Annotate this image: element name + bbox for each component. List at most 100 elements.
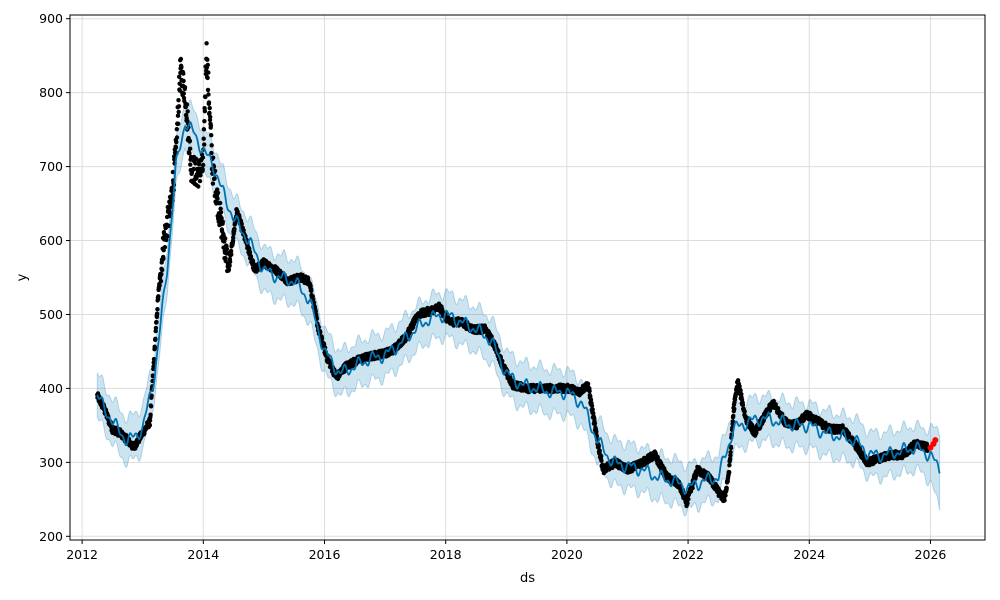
observed-point [147, 418, 153, 423]
y-tick-label: 500 [39, 307, 63, 322]
x-tick-label: 2026 [915, 547, 947, 562]
observed-point [219, 216, 224, 221]
observed-point [161, 256, 166, 261]
observed-point [411, 322, 416, 327]
observed-point [588, 397, 594, 402]
plot-frame [69, 14, 986, 541]
observed-point [153, 325, 159, 331]
observed-point [178, 56, 184, 62]
observed-point [147, 423, 153, 428]
y-tick-label: 900 [39, 11, 63, 26]
observed-point [206, 92, 211, 97]
observed-point [202, 142, 207, 147]
observed-point [599, 458, 604, 463]
observed-point [239, 221, 244, 227]
observed-point [738, 388, 743, 393]
y-tick-label: 200 [39, 529, 63, 544]
observed-point [727, 463, 732, 468]
forecast-line-group [96, 121, 941, 496]
observed-point [168, 204, 173, 210]
observed-point [209, 133, 214, 138]
observed-point [207, 110, 212, 116]
observed-point [599, 453, 604, 459]
observed-point [223, 236, 228, 241]
observed-point [158, 279, 164, 284]
observed-point [181, 78, 186, 84]
observed-point [196, 162, 202, 167]
observed-point [181, 91, 186, 96]
recent-point [932, 437, 939, 444]
y-tick-label: 400 [39, 381, 63, 396]
observed-point [590, 407, 595, 412]
observed-point [206, 70, 211, 75]
observed-point [218, 206, 223, 211]
observed-point [174, 135, 180, 140]
observed-point [201, 136, 206, 141]
observed-point [198, 173, 203, 178]
observed-point [321, 342, 327, 347]
observed-point [205, 75, 210, 81]
observed-point [164, 237, 169, 243]
x-tick-label: 2020 [551, 547, 583, 562]
observed-point [732, 406, 737, 412]
observed-point [151, 360, 156, 365]
observed-point [742, 409, 747, 414]
observed-point [209, 143, 214, 148]
observed-point [167, 213, 172, 219]
observed-point [231, 235, 236, 240]
observed-point [165, 234, 170, 239]
observed-point [187, 138, 193, 144]
observed-point [205, 87, 211, 93]
observed-point [737, 384, 742, 389]
x-axis-ticks: 2012 2014 2016 2018 2020 2022 2024 2026 [66, 540, 946, 562]
x-tick-label: 2014 [187, 547, 219, 562]
observed-point [226, 267, 232, 272]
observed-point [210, 155, 216, 160]
observed-point [175, 113, 181, 118]
observed-point [176, 98, 181, 103]
observed-point [594, 429, 599, 434]
observed-point [152, 356, 157, 362]
x-tick-label: 2016 [309, 547, 341, 562]
observed-point [587, 388, 592, 394]
observed-point [205, 62, 210, 68]
observed-point [319, 336, 325, 341]
observed-point [229, 252, 234, 257]
x-tick-label: 2012 [66, 547, 98, 562]
observed-point [203, 94, 208, 100]
observed-point [187, 146, 193, 151]
observed-point [151, 364, 156, 369]
observed-point [731, 413, 736, 419]
observed-point [173, 145, 179, 150]
observed-point [166, 223, 171, 228]
observed-point [232, 226, 237, 232]
observed-point [167, 210, 172, 216]
observed-point [155, 307, 160, 312]
y-tick-label: 300 [39, 455, 63, 470]
y-tick-label: 700 [39, 159, 63, 174]
observed-point [589, 403, 595, 408]
observed-point [227, 263, 232, 268]
observed-point [205, 57, 210, 62]
observed-point [201, 127, 207, 132]
observed-point [588, 394, 593, 399]
observed-point [686, 496, 691, 502]
observed-point [162, 245, 168, 250]
observed-point [202, 119, 207, 124]
observed-point [176, 121, 181, 127]
observed-point [218, 200, 223, 206]
observed-point [309, 288, 314, 293]
observed-point [156, 294, 161, 299]
observed-point [208, 114, 213, 120]
observed-point [204, 41, 209, 46]
observed-point [206, 100, 212, 105]
observed-point [735, 378, 741, 383]
observed-point [728, 445, 734, 451]
observed-point [157, 283, 162, 288]
observed-point [152, 346, 158, 351]
observed-point [771, 398, 776, 404]
observed-point [724, 485, 729, 491]
observed-point [154, 311, 160, 316]
